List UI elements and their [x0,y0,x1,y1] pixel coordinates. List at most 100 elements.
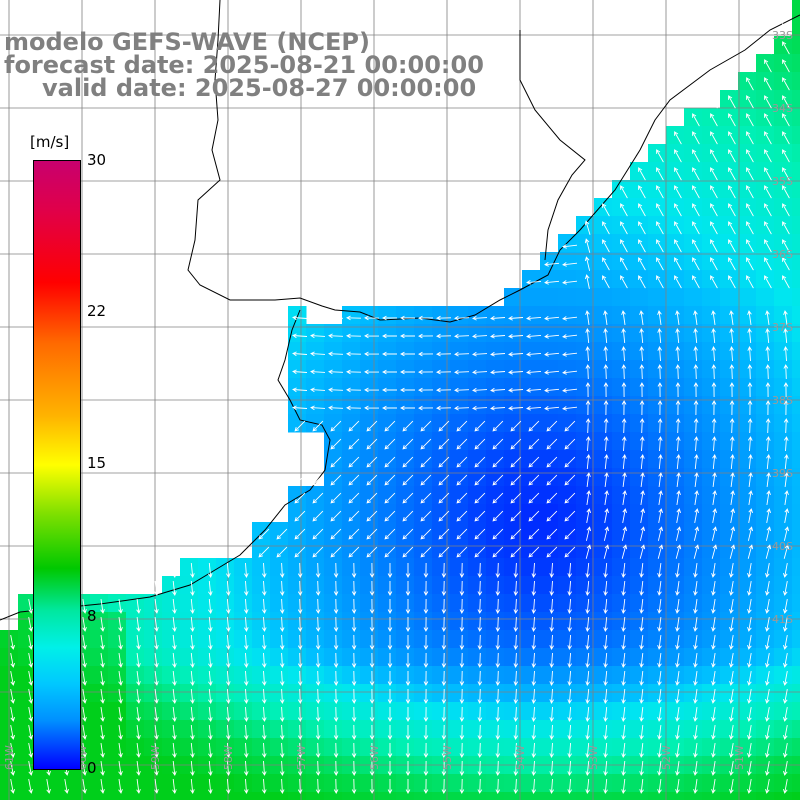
wind-cell [540,306,559,325]
wind-arrow [244,778,249,794]
wind-arrow [244,742,249,758]
wind-arrow [369,742,375,758]
wind-arrow [526,334,542,339]
wind-cell [648,558,667,577]
wind-cell [90,666,109,685]
wind-cell [72,774,91,793]
wind-arrow [118,743,123,758]
wind-arrow [694,472,699,487]
wind-cell [504,522,523,541]
wind-cell [792,378,800,397]
wind-cell [18,684,37,703]
wind-cell [666,396,685,415]
wind-arrow [692,131,700,145]
wind-cell [576,720,595,739]
wind-arrow [244,670,249,686]
wind-arrow [510,456,522,468]
wind-cell [540,738,559,757]
wind-cell [774,234,793,253]
wind-arrow [441,616,447,632]
wind-cell [630,576,649,595]
wind-cell [144,630,163,649]
wind-cell [468,612,487,631]
wind-arrow [784,454,789,470]
wind-arrow [639,689,644,704]
wind-cell [594,198,613,217]
wind-cell [486,468,505,487]
wind-cell [270,666,289,685]
wind-cell [792,18,800,37]
wind-arrow [782,707,788,722]
wind-arrow [136,653,141,668]
wind-arrow [459,778,465,794]
wind-arrow [656,185,664,199]
wind-arrow [351,598,357,614]
wind-cell [414,702,433,721]
wind-arrow [564,528,576,540]
wind-arrow [333,562,339,578]
wind-cell [684,234,703,253]
wind-cell [378,576,397,595]
wind-cell [630,180,649,199]
wind-arrow [384,420,396,432]
wind-arrow [656,221,664,235]
wind-cell [432,558,451,577]
wind-cell [504,486,523,505]
wind-cell [702,684,721,703]
wind-cell [378,558,397,577]
wind-arrow [190,760,195,776]
wind-cell [666,252,685,271]
wind-arrow [765,689,770,704]
wind-cell [684,702,703,721]
wind-arrow [423,652,429,668]
wind-cell [504,720,523,739]
wind-cell [720,270,739,289]
wind-cell [18,612,37,631]
wind-cell [666,432,685,451]
wind-cell [720,378,739,397]
wind-cell [720,414,739,433]
wind-arrow [528,528,540,540]
wind-cell [414,738,433,757]
wind-cell [756,360,775,379]
wind-cell [792,234,800,253]
wind-arrow [190,652,195,668]
wind-cell [594,468,613,487]
wind-cell [738,792,757,800]
wind-cell [756,738,775,757]
wind-cell [270,720,289,739]
wind-cell [216,594,235,613]
wind-arrow [477,688,483,704]
wind-cell [648,702,667,721]
lat-label: 40S [772,540,793,553]
wind-arrow [544,406,560,411]
wind-cell [504,684,523,703]
wind-cell [396,684,415,703]
wind-arrow [459,760,465,776]
wind-arrow [656,239,664,253]
wind-arrow [531,670,537,686]
wind-cell [612,270,631,289]
wind-cell [342,648,361,667]
wind-arrow [477,616,483,632]
wind-arrow [638,185,646,199]
wind-vectors [10,23,790,794]
wind-arrow [710,257,718,271]
wind-arrow [292,315,308,321]
wind-arrow [387,617,393,632]
wind-arrow [783,382,789,398]
wind-cell [252,648,271,667]
wind-arrow [567,652,572,668]
wind-arrow [567,634,572,650]
wind-cell [738,396,757,415]
wind-arrow [585,706,590,722]
wind-arrow [492,474,504,486]
wind-arrow [728,149,736,163]
wind-arrow [782,185,790,199]
wind-cell [468,378,487,397]
wind-cell [774,684,793,703]
wind-cell [396,306,415,325]
wind-cell [738,234,757,253]
wind-arrow [546,438,558,450]
wind-arrow [546,474,558,486]
